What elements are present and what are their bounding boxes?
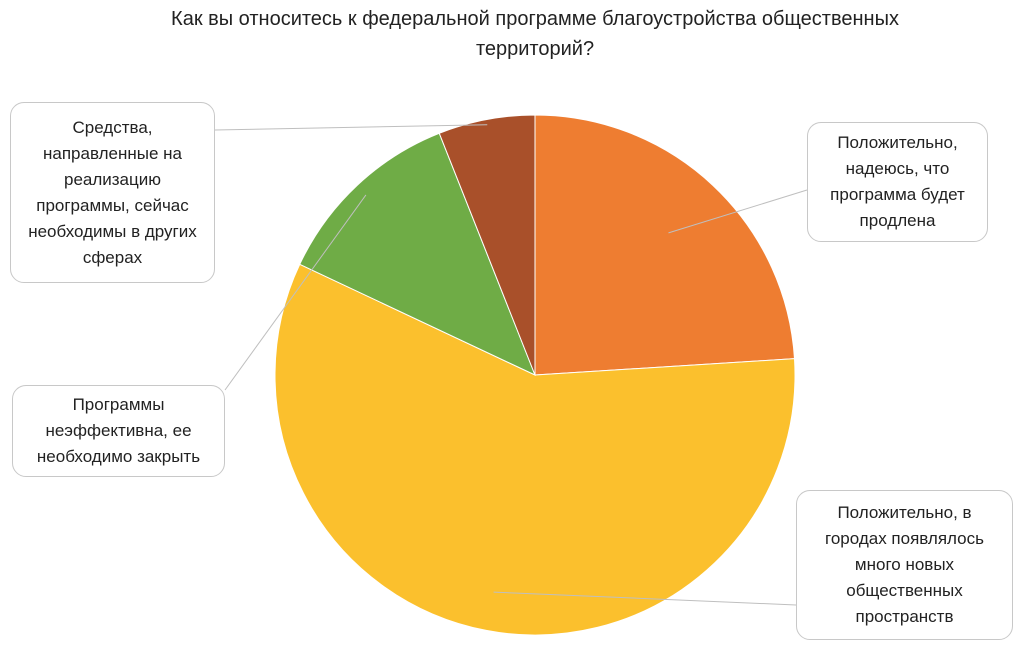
leader-line <box>668 189 808 234</box>
slice-label: Положительно, в городах появлялось много… <box>796 490 1013 640</box>
pie-slice <box>534 114 796 376</box>
leader-line <box>224 194 367 391</box>
pie-slice <box>438 114 536 376</box>
leader-line <box>214 124 488 131</box>
slice-label: Программы неэффективна, ее необходимо за… <box>12 385 225 477</box>
slice-label: Положительно, надеюсь, что программа буд… <box>807 122 988 242</box>
leader-line <box>493 591 797 606</box>
chart-title: Как вы относитесь к федеральной программ… <box>171 8 899 60</box>
pie-slice <box>274 263 796 636</box>
slice-label: Средства, направленные на реализацию про… <box>10 102 215 283</box>
pie-slice <box>299 132 536 376</box>
